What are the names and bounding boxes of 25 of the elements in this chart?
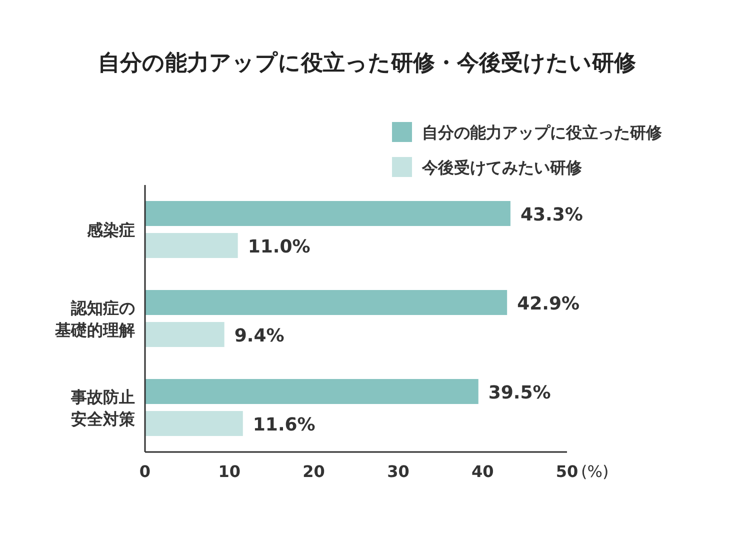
bar (145, 379, 478, 404)
bar (145, 201, 510, 226)
x-tick-label: 10 (218, 462, 241, 481)
y-tick-label: 認知症の基礎的理解 (54, 298, 135, 340)
data-label: 39.5% (488, 382, 551, 404)
data-label: 11.6% (252, 414, 316, 436)
data-label: 43.3% (520, 204, 583, 226)
x-tick-label: 30 (387, 462, 410, 481)
y-tick-label: 事故防止安全対策 (70, 388, 135, 428)
data-label: 11.0% (248, 236, 310, 258)
bar (145, 233, 238, 258)
bar (145, 411, 243, 436)
bar (145, 290, 508, 315)
y-tick-label: 感染症 (86, 220, 135, 240)
chart-title: 自分の能力アップに役立った研修・今後受けたい研修 (98, 50, 637, 76)
x-tick-label: 40 (471, 462, 494, 481)
bar (145, 322, 224, 347)
data-label: 9.4% (234, 326, 284, 346)
x-tick-label: 50 (556, 462, 578, 481)
legend-label: 自分の能力アップに役立った研修 (422, 123, 663, 142)
data-label: 42.9% (517, 294, 580, 314)
legend-label: 今後受けてみたい研修 (421, 158, 583, 177)
x-axis-title: (%) (581, 462, 609, 481)
x-tick-label: 0 (139, 462, 151, 481)
x-tick-label: 20 (302, 462, 325, 481)
